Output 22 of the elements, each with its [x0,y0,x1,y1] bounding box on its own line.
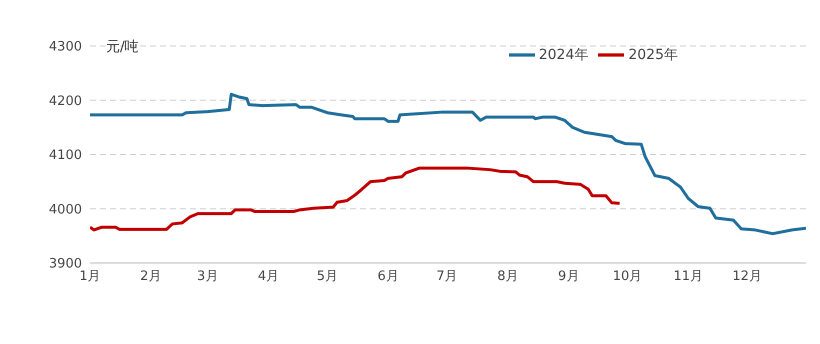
line-series [90,92,806,236]
legend-label: 2024年 [538,46,588,63]
x-tick-label: 11月 [674,269,704,284]
y-tick-label: 4100 [48,148,82,164]
y-tick-label: 4300 [48,40,82,55]
y-tick-label: 3900 [48,256,82,272]
x-tick-label: 10月 [612,269,642,284]
x-tick-label: 12月 [732,269,762,284]
line-series [90,166,622,232]
legend-label: 2025年 [628,46,678,63]
x-tick-label: 8月 [497,269,518,284]
y-tick-label: 4000 [48,202,82,218]
x-tick-label: 9月 [558,269,580,284]
x-tick-label: 3月 [197,269,218,284]
x-tick-label: 1月 [79,269,101,284]
x-tick-label: 4月 [258,269,280,284]
x-tick-label: 7月 [436,269,458,284]
y-axis-title: 元/吨 [106,38,139,56]
x-tick-label: 5月 [316,269,338,284]
y-tick-label: 4200 [48,94,82,109]
x-tick-label: 2月 [140,269,162,284]
x-tick-label: 6月 [378,269,399,284]
